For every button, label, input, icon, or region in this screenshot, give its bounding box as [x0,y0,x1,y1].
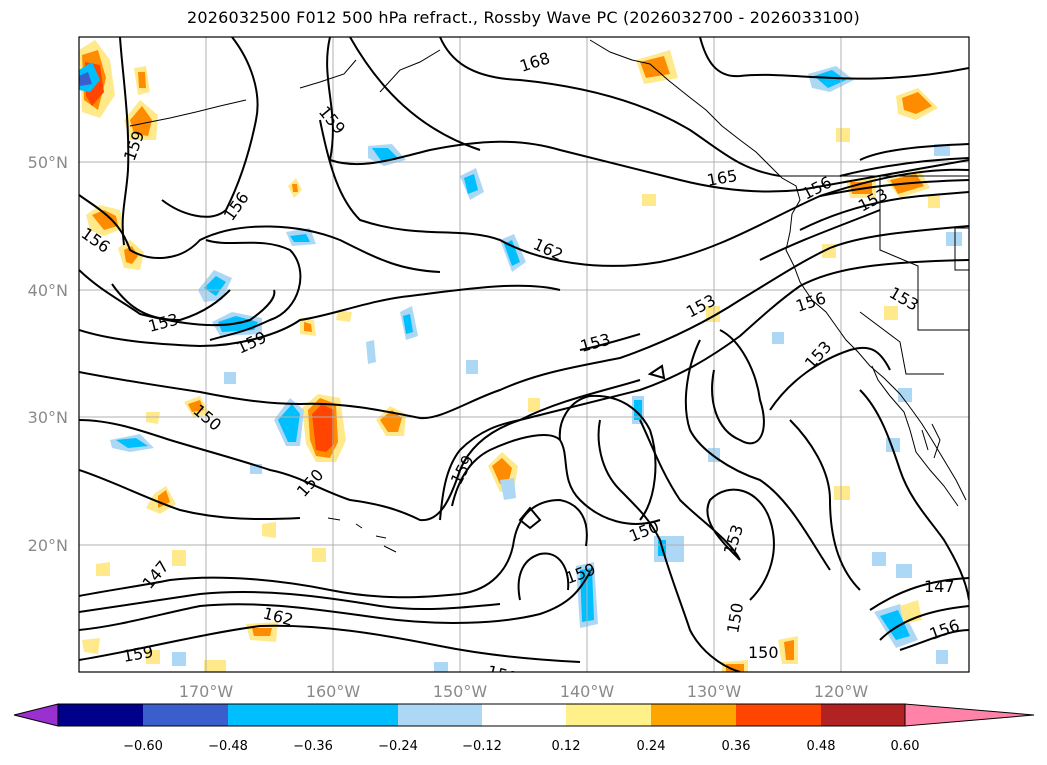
colorbar-tick: −0.36 [293,739,333,754]
colorbar-segment [398,704,482,726]
lon-label: 130°W [687,682,742,701]
colorbar-segment [313,704,398,726]
colorbar-segment [228,704,313,726]
colorbar-extend-high [904,703,1035,727]
colorbar-segment [482,704,566,726]
colorbar-segment [566,704,651,726]
colorbar-tick: −0.24 [378,739,418,754]
colorbar-tick: 0.60 [891,739,920,754]
contour-label: 147 [924,577,955,596]
colorbar-segment [58,704,143,726]
colorbar-segment [821,704,905,726]
map-frame [78,36,970,673]
colorbar-segment [736,704,821,726]
colorbar-segment [143,704,228,726]
lon-label: 170°W [179,682,234,701]
colorbar-tick: −0.12 [462,739,502,754]
longitude-labels: 170°W 160°W 150°W 140°W 130°W 120°W [179,682,869,701]
lon-label: 160°W [306,682,361,701]
colorbar-segment [651,704,736,726]
lat-label: 20°N [28,536,68,555]
colorbar-tick: 0.36 [722,739,751,754]
chart-title: 2026032500 F012 500 hPa refract., Rossby… [186,8,860,27]
colorbar-tick: 0.12 [552,739,581,754]
colorbar: −0.60 −0.48 −0.36 −0.24 −0.12 0.12 0.24 … [13,703,1035,754]
colorbar-extend-low [13,703,59,727]
lat-label: 30°N [28,408,68,427]
contour-lines [79,37,969,672]
colorbar-tick: 0.48 [807,739,836,754]
contour-labels: 168 159 159 156 165 156 153 156 162 153 … [79,48,962,688]
lon-label: 150°W [433,682,488,701]
colorbar-tick: −0.48 [208,739,248,754]
colorbar-tick: −0.60 [123,739,163,754]
coastlines [129,39,969,553]
contour-label: 150 [485,662,519,688]
lon-label: 120°W [814,682,869,701]
lat-label: 40°N [28,281,68,300]
lat-label: 50°N [28,153,68,172]
latitude-labels: 50°N 40°N 30°N 20°N [28,153,68,555]
contour-label: 150 [748,643,779,662]
lon-label: 140°W [560,682,615,701]
colorbar-ticks: −0.60 −0.48 −0.36 −0.24 −0.12 0.12 0.24 … [123,739,919,754]
colorbar-tick: 0.24 [637,739,666,754]
